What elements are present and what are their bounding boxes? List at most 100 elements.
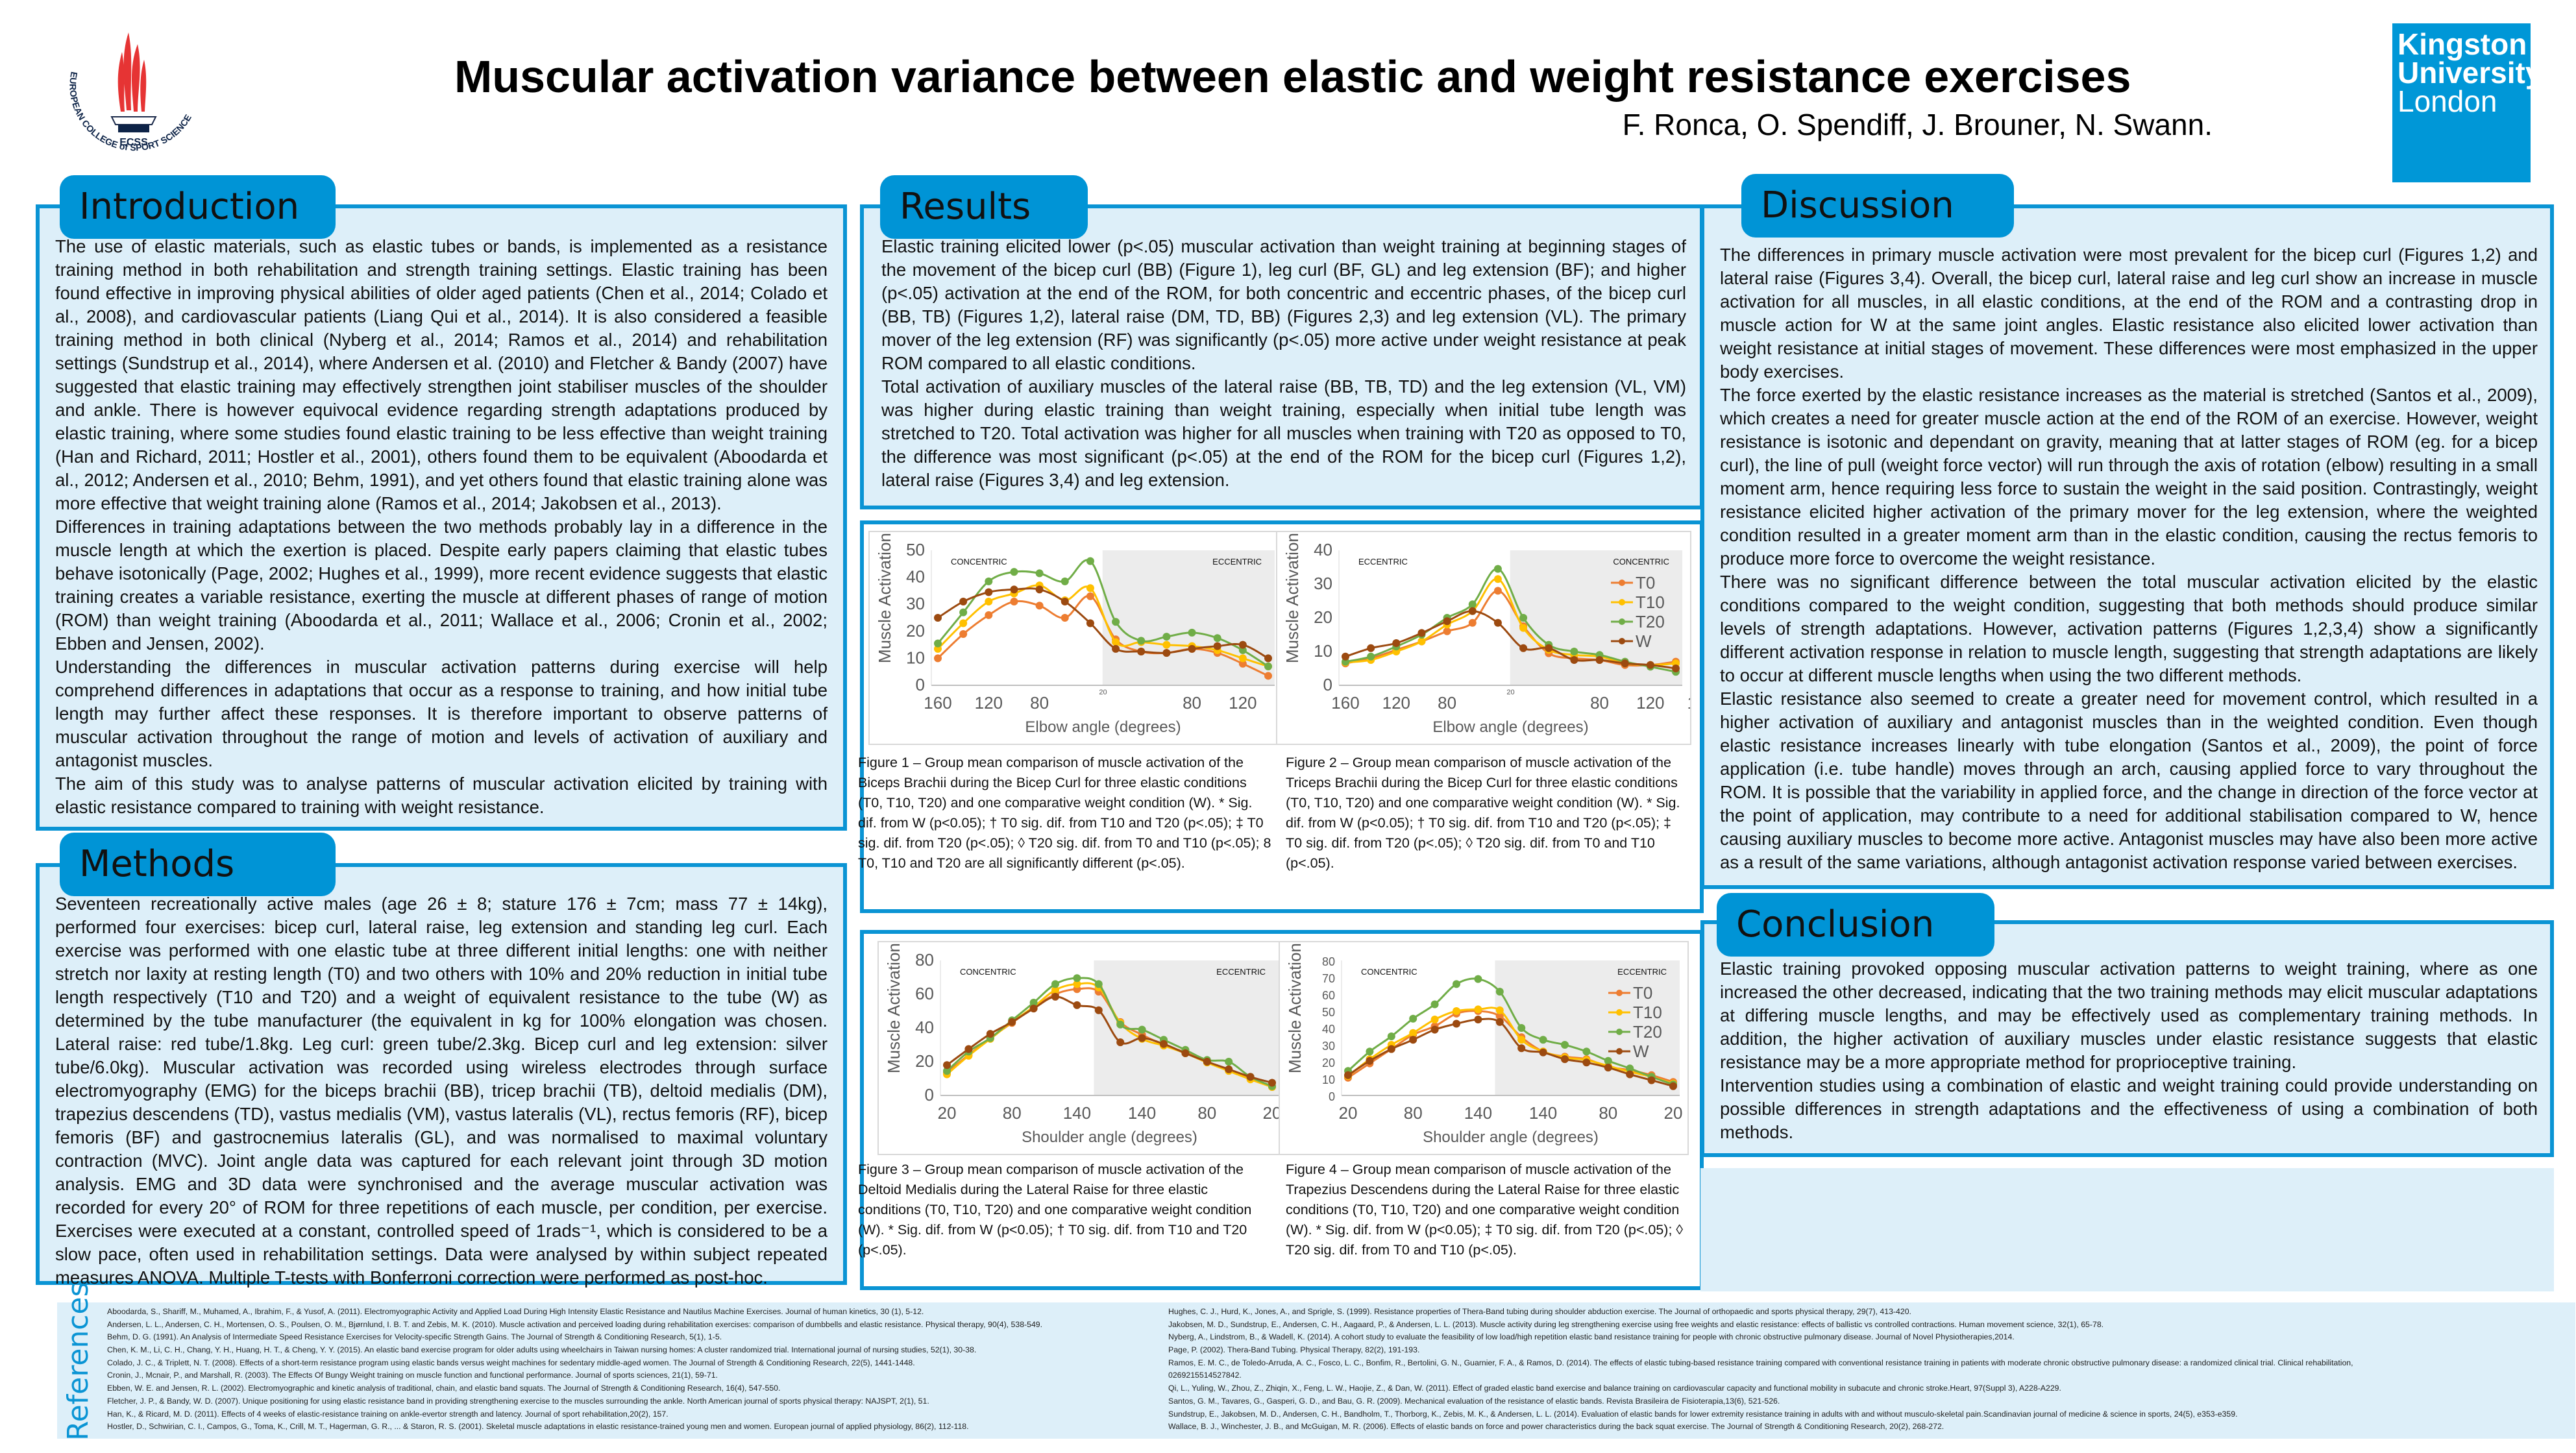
data-point-t20 — [1188, 628, 1196, 637]
x-tick-label: 80 — [1599, 1103, 1617, 1123]
y-tick-label: 30 — [1314, 574, 1332, 593]
data-point-w — [1443, 617, 1451, 626]
conclusion-paragraph: Elastic training provoked opposing muscu… — [1720, 958, 2538, 1072]
y-tick-label: 40 — [915, 1018, 934, 1037]
phase-label-left: ECCENTRIC — [1358, 557, 1408, 567]
reference-item: Wallace, B. J., Winchester, J. B., and M… — [1168, 1422, 1944, 1432]
data-point-w — [1468, 607, 1477, 615]
x-mid-label: 20 — [1099, 689, 1107, 696]
y-tick-label: 40 — [1322, 1023, 1335, 1036]
data-point-w — [1138, 1034, 1146, 1042]
data-point-w — [1344, 1071, 1352, 1079]
x-tick-label: 140 — [1128, 1103, 1156, 1123]
reference-item: Page, P. (2002). Thera-Band Tubing. Phys… — [1168, 1345, 1420, 1355]
references-left-column: Aboodarda, S., Shariff, M., Muhamed, A.,… — [107, 1306, 1042, 1434]
data-point-w — [1268, 1079, 1276, 1087]
data-point-w — [1035, 585, 1044, 594]
x-tick-label: 160 — [924, 693, 951, 713]
methods-body: Seventeen recreationally active males (a… — [55, 892, 828, 1289]
reference-item: Chen, K. M., Li, C. H., Chang, Y. H., Hu… — [107, 1345, 977, 1355]
data-point-t0 — [1086, 592, 1094, 600]
data-point-w — [1621, 659, 1629, 668]
data-point-w — [1493, 618, 1502, 627]
data-point-w — [1213, 642, 1221, 650]
data-point-t20 — [1604, 1056, 1612, 1065]
data-point-w — [1137, 648, 1146, 655]
data-point-t20 — [1264, 662, 1272, 670]
data-point-w — [1160, 1040, 1168, 1048]
y-tick-label: 20 — [1314, 607, 1332, 627]
blank-panel — [1700, 1168, 2554, 1291]
data-point-w — [1342, 652, 1349, 661]
data-point-t20 — [1387, 1032, 1395, 1040]
data-point-w — [943, 1061, 951, 1069]
phase-label-left: CONCENTRIC — [1361, 967, 1417, 977]
data-point-w — [1203, 1058, 1211, 1066]
x-tick-label: 120 — [975, 693, 1003, 713]
data-point-w — [1647, 1076, 1656, 1084]
y-tick-label: 80 — [1322, 955, 1335, 968]
data-point-t10 — [1474, 1005, 1482, 1014]
conclusion-panel — [1700, 920, 2554, 1157]
series-line-t20 — [946, 977, 1273, 1088]
data-point-t0 — [1035, 602, 1044, 610]
y-tick-label: 0 — [916, 675, 925, 694]
introduction-paragraph: Understanding the differences in muscula… — [55, 657, 828, 770]
data-point-t20 — [1474, 975, 1482, 983]
y-tick-label: 0 — [1329, 1090, 1335, 1103]
discussion-heading: Discussion — [1741, 174, 2014, 238]
data-point-w — [1086, 619, 1094, 628]
data-point-t20 — [1137, 637, 1146, 645]
data-point-w — [1646, 661, 1654, 669]
references-panel — [57, 1302, 2575, 1439]
data-point-t20 — [959, 608, 968, 617]
data-point-w — [934, 614, 942, 622]
reference-item: Qi, L., Yuling, W., Zhou, Z., Zhiqin, X.… — [1168, 1384, 2061, 1393]
data-point-w — [1051, 992, 1059, 1001]
data-point-w — [1582, 1058, 1591, 1067]
data-point-t0 — [934, 654, 942, 663]
data-point-t20 — [943, 1067, 951, 1075]
reference-item: Han, K., & Ricard, M. D. (2011). Effects… — [107, 1409, 669, 1419]
introduction-heading: Introduction — [60, 175, 336, 239]
legend-label: T20 — [1636, 612, 1665, 631]
legend-label: T10 — [1633, 1003, 1662, 1022]
x-tick-label: 80 — [1590, 693, 1609, 713]
reference-item: Hughes, C. J., Hurd, K., Jones, A., and … — [1168, 1307, 1911, 1316]
legend-label: T20 — [1633, 1022, 1662, 1042]
figure-4-caption: Figure 4 – Group mean comparison of musc… — [1286, 1162, 1684, 1258]
data-point-t20 — [1626, 1064, 1634, 1073]
data-point-t20 — [1029, 999, 1038, 1007]
data-point-w — [1545, 644, 1553, 652]
x-tick-label: 20 — [1263, 1103, 1282, 1123]
reference-item: 0269215514527842. — [1168, 1371, 1242, 1380]
reference-item: Aboodarda, S., Shariff, M., Muhamed, A.,… — [107, 1307, 924, 1316]
figure-3-frame: 0 20 40 60 80 20 80 140 140 80 20 Shoulder angle (d… — [877, 895, 1288, 1155]
data-point-t10 — [1453, 1007, 1460, 1015]
data-point-w — [1116, 1038, 1125, 1047]
reference-item: Ramos, E. M. C., de Toledo-Arruda, A. C.… — [1168, 1358, 2353, 1367]
data-point-t20 — [1238, 646, 1247, 654]
data-point-t20 — [1495, 988, 1504, 996]
y-tick-label: 10 — [1314, 641, 1332, 661]
reference-item: Behm, D. G. (1991). An Analysis of Inter… — [107, 1332, 722, 1342]
series-line-t10 — [1347, 1007, 1674, 1085]
data-point-w — [1595, 656, 1604, 664]
data-point-t20 — [1570, 648, 1578, 655]
y-axis-label: Muscle Activation — [1285, 943, 1305, 1073]
data-point-t10 — [1086, 584, 1094, 592]
data-point-t20 — [1582, 1047, 1591, 1056]
series-line-t20 — [1347, 977, 1674, 1086]
results-paragraph: Elastic training elicited lower (p<.05) … — [881, 236, 1686, 373]
data-point-t10 — [1519, 624, 1528, 632]
figure-1-chart: 01020304050160120808012016020Elbow angle… — [875, 485, 1308, 736]
x-tick-label: 140 — [1529, 1103, 1557, 1123]
phase-label-right: ECCENTRIC — [1617, 967, 1667, 977]
y-tick-label: 80 — [915, 950, 934, 970]
data-point-t10 — [1162, 641, 1171, 649]
data-point-t20 — [1225, 1058, 1233, 1066]
legend-marker — [1616, 1009, 1623, 1016]
figure-1-caption: Figure 1 – Group mean comparison of musc… — [858, 755, 1271, 871]
x-tick-label: 80 — [1197, 1103, 1216, 1123]
data-point-t20 — [1035, 569, 1044, 578]
